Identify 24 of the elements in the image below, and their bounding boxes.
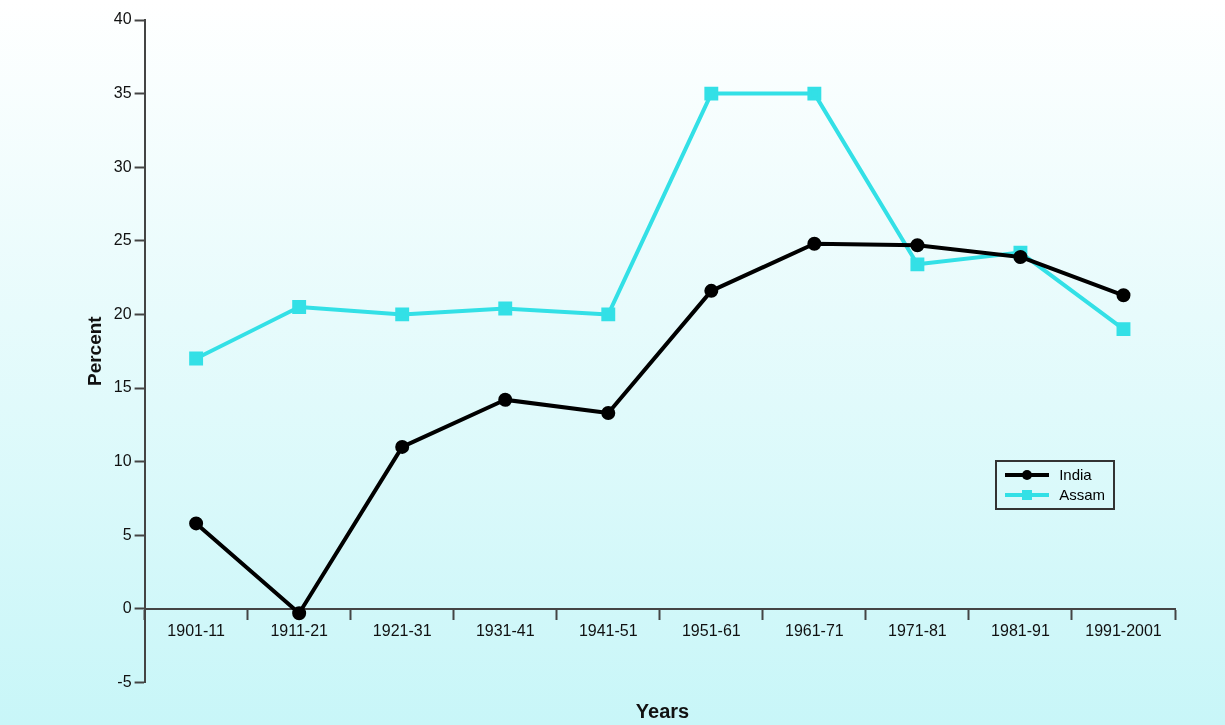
y-axis-title: Percent — [83, 315, 105, 387]
y-tick-label: 35 — [113, 84, 132, 102]
x-tick-label: 1901-11 — [167, 621, 225, 639]
legend-label: Assam — [1059, 485, 1105, 505]
y-tick-label: 40 — [113, 10, 132, 28]
y-tick-label: 5 — [122, 525, 132, 543]
x-tick-label: 1951-61 — [681, 621, 741, 639]
x-tick-label: 1971-81 — [888, 621, 947, 639]
x-axis-title: Years — [634, 700, 691, 723]
y-tick-label: 10 — [113, 452, 132, 470]
x-tick-label: 1981-91 — [991, 621, 1050, 639]
x-tick-label: 1921-31 — [372, 621, 432, 639]
y-tick-label: -5 — [117, 672, 132, 690]
x-tick-label: 1991-2001 — [1085, 621, 1162, 639]
x-tick-label: 1911-21 — [270, 621, 329, 639]
x-tick-label: 1941-51 — [578, 621, 638, 639]
x-tick-label: 1931-41 — [475, 621, 535, 639]
y-tick-label: 20 — [113, 304, 132, 322]
legend-label: India — [1059, 465, 1092, 485]
y-tick-label: 15 — [113, 378, 132, 396]
y-tick-label: 25 — [113, 231, 132, 249]
x-tick-label: 1961-71 — [785, 621, 844, 639]
y-tick-label: 30 — [113, 157, 132, 175]
y-tick-label: 0 — [122, 599, 132, 617]
